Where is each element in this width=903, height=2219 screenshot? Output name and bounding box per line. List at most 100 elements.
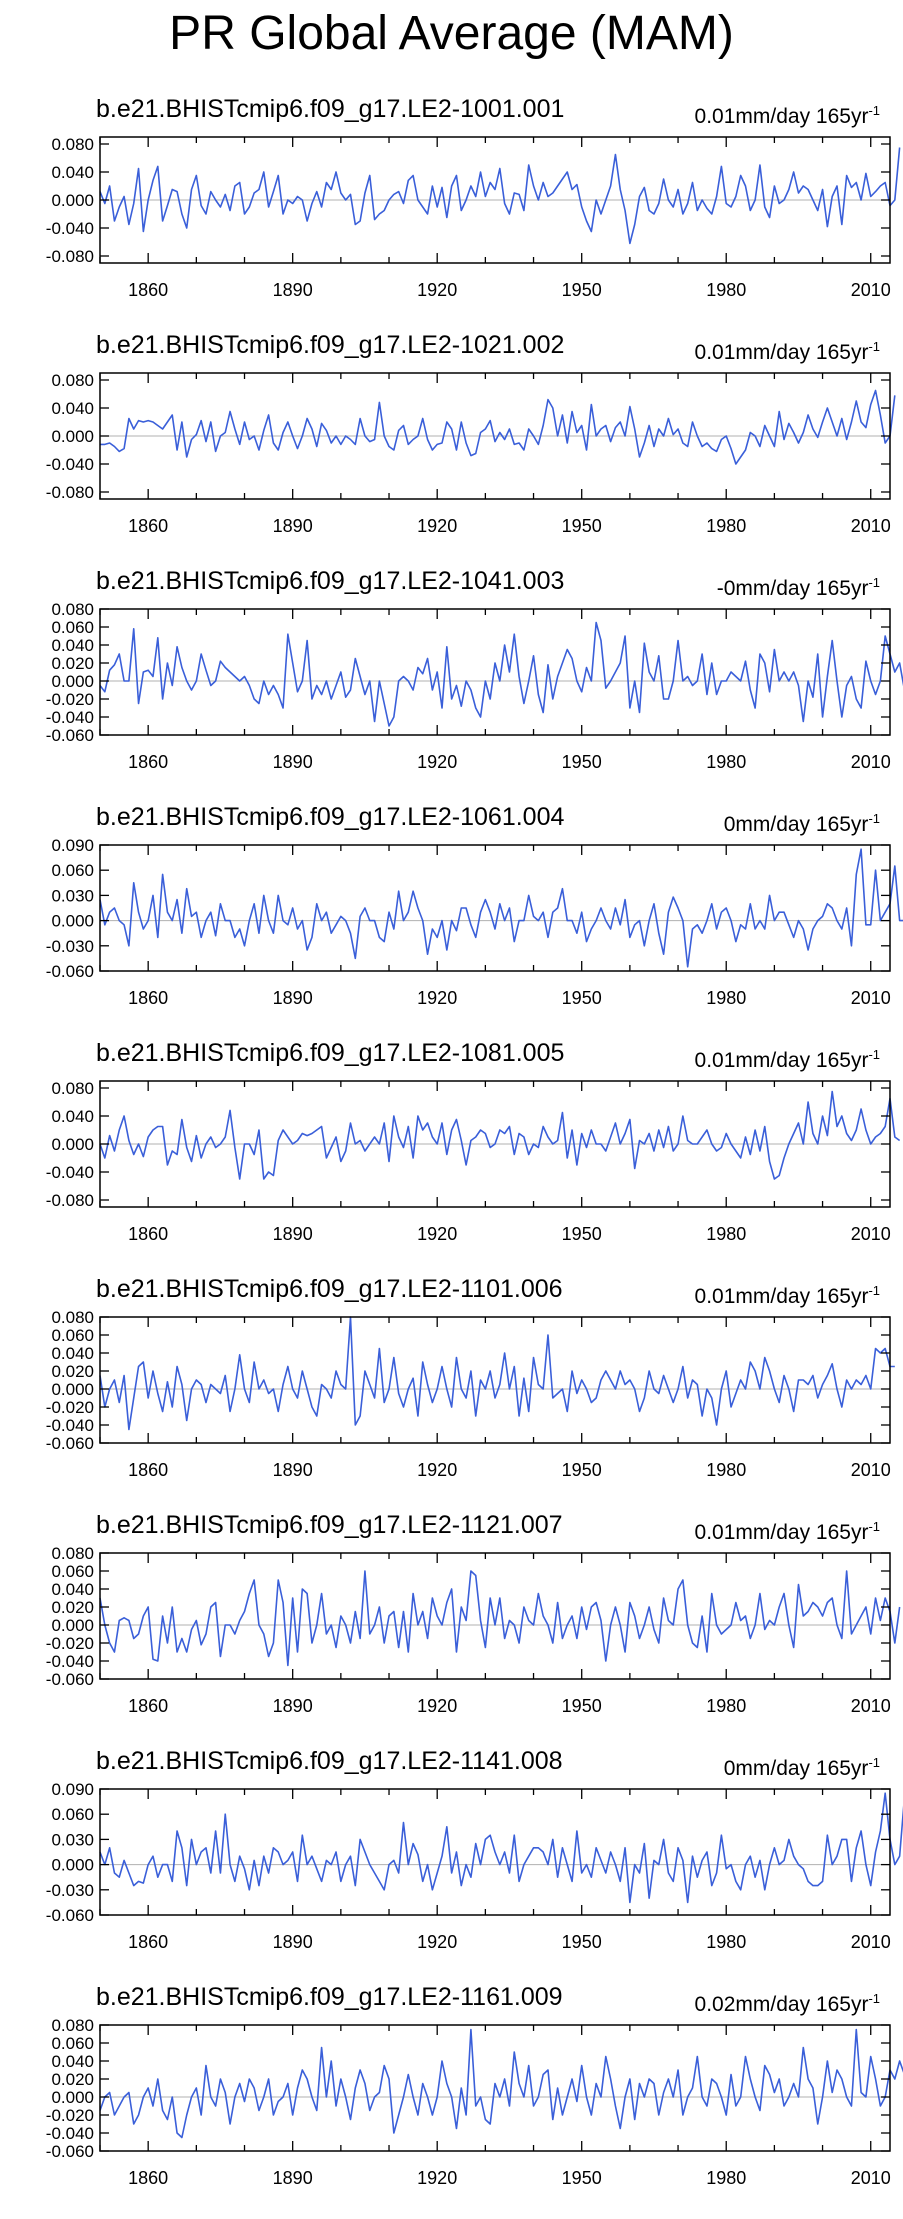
series-line — [99, 621, 903, 727]
y-tick-label: 0.060 — [51, 1805, 94, 1824]
trend-exponent: -1 — [868, 575, 880, 590]
y-tick-label: -0.040 — [46, 1163, 94, 1182]
y-tick-label: 0.040 — [51, 2052, 94, 2071]
series-line — [99, 1792, 903, 1904]
y-tick-label: -0.040 — [46, 219, 94, 238]
y-tick-label: -0.080 — [46, 1191, 94, 1210]
series-line — [99, 2028, 903, 2139]
trend-label: 0.01mm/day 165yr-1 — [694, 103, 880, 128]
y-tick-label: 0.020 — [51, 1598, 94, 1617]
y-tick-label: 0.020 — [51, 654, 94, 673]
x-tick-label: 1860 — [128, 988, 168, 1008]
panel-title: b.e21.BHISTcmip6.f09_g17.LE2-1101.006 — [96, 1275, 563, 1303]
y-tick-label: -0.040 — [46, 1416, 94, 1435]
series-line — [99, 1570, 901, 1667]
line-chart-panel: -0.080 -0.040 0.000 0.040 0.080 1860 1890 1920 1… — [46, 135, 901, 300]
y-tick-label: -0.020 — [46, 1634, 94, 1653]
trend-label: 0.01mm/day 165yr-1 — [694, 339, 880, 364]
x-tick-label: 1860 — [128, 1224, 168, 1244]
x-tick-label: 2010 — [851, 2168, 891, 2188]
x-tick-label: 1920 — [417, 516, 457, 536]
y-tick-label: 0.030 — [51, 1830, 94, 1849]
trend-exponent: -1 — [868, 1755, 880, 1770]
plot-frame — [99, 1788, 891, 1916]
series-line — [99, 1316, 895, 1431]
x-tick-label: 1890 — [273, 988, 313, 1008]
y-tick-label: 0.080 — [51, 1079, 94, 1098]
trend-label: 0mm/day 165yr-1 — [723, 1755, 880, 1780]
y-tick-label: 0.000 — [51, 191, 94, 210]
x-tick-label: 2010 — [851, 516, 891, 536]
x-tick-label: 2010 — [851, 752, 891, 772]
series-line — [99, 1090, 901, 1180]
y-tick-label: 0.080 — [51, 371, 94, 390]
line-chart-panel: -0.060-0.040-0.0200.0000.0200.0400.0600.… — [46, 600, 903, 772]
x-tick-label: 1950 — [562, 1932, 602, 1952]
panel-title: b.e21.BHISTcmip6.f09_g17.LE2-1001.001 — [96, 95, 565, 123]
trend-label: 0.01mm/day 165yr-1 — [694, 1047, 880, 1072]
x-tick-label: 1950 — [562, 1696, 602, 1716]
y-tick-label: -0.040 — [46, 1652, 94, 1671]
x-tick-label: 2010 — [851, 280, 891, 300]
y-tick-label: 0.080 — [51, 135, 94, 154]
y-tick-label: 0.020 — [51, 1362, 94, 1381]
panel-title: b.e21.BHISTcmip6.f09_g17.LE2-1141.008 — [96, 1747, 563, 1775]
x-tick-label: 1860 — [128, 280, 168, 300]
trend-exponent: -1 — [868, 1047, 880, 1062]
y-tick-label: 0.020 — [51, 2070, 94, 2089]
y-tick-label: 0.040 — [51, 636, 94, 655]
x-tick-label: 1860 — [128, 1460, 168, 1480]
plot-frame — [99, 1316, 891, 1444]
x-tick-label: 2010 — [851, 1460, 891, 1480]
y-tick-label: 0.060 — [51, 1562, 94, 1581]
trend-label: 0.01mm/day 165yr-1 — [694, 1519, 880, 1544]
line-chart-panel: -0.060-0.040-0.0200.0000.0200.0400.0600.… — [46, 1308, 895, 1480]
x-tick-label: 1980 — [706, 752, 746, 772]
x-tick-label: 1980 — [706, 280, 746, 300]
x-tick-label: 1950 — [562, 516, 602, 536]
x-tick-label: 1920 — [417, 280, 457, 300]
x-tick-label: 1920 — [417, 2168, 457, 2188]
trend-exponent: -1 — [868, 1519, 880, 1534]
line-chart-panel: -0.060 -0.030 0.000 0.030 0.060 0.090 1860 1890… — [46, 1780, 903, 1952]
x-tick-label: 1890 — [273, 752, 313, 772]
x-tick-label: 1890 — [273, 1696, 313, 1716]
plot-frame — [99, 844, 891, 972]
y-tick-label: 0.040 — [51, 163, 94, 182]
y-tick-label: 0.040 — [51, 399, 94, 418]
x-tick-label: 1980 — [706, 1932, 746, 1952]
y-tick-label: 0.080 — [51, 2016, 94, 2035]
y-tick-label: 0.040 — [51, 1344, 94, 1363]
x-tick-label: 1920 — [417, 752, 457, 772]
x-tick-label: 1860 — [128, 1696, 168, 1716]
series-line — [100, 389, 896, 465]
x-tick-label: 1860 — [128, 516, 168, 536]
y-tick-label: -0.080 — [46, 483, 94, 502]
x-tick-label: 2010 — [851, 1224, 891, 1244]
trend-exponent: -1 — [868, 103, 880, 118]
y-tick-label: -0.060 — [46, 962, 94, 981]
x-tick-label: 1890 — [273, 280, 313, 300]
y-tick-label: -0.020 — [46, 1398, 94, 1417]
x-tick-label: 2010 — [851, 1932, 891, 1952]
x-tick-label: 1980 — [706, 1696, 746, 1716]
y-tick-label: 0.000 — [51, 2088, 94, 2107]
x-tick-label: 1950 — [562, 1224, 602, 1244]
x-tick-label: 1980 — [706, 1224, 746, 1244]
x-tick-label: 1950 — [562, 988, 602, 1008]
x-tick-label: 1890 — [273, 516, 313, 536]
y-tick-label: 0.060 — [51, 2034, 94, 2053]
y-tick-label: -0.060 — [46, 2142, 94, 2161]
trend-label: 0mm/day 165yr-1 — [723, 811, 880, 836]
line-chart-panel: -0.060-0.040-0.0200.0000.0200.0400.0600.… — [46, 1544, 901, 1716]
y-tick-label: 0.060 — [51, 1326, 94, 1345]
y-tick-label: 0.000 — [51, 1135, 94, 1154]
x-tick-label: 1950 — [562, 1460, 602, 1480]
x-tick-label: 1920 — [417, 1932, 457, 1952]
panel-title: b.e21.BHISTcmip6.f09_g17.LE2-1041.003 — [96, 567, 565, 595]
y-tick-label: 0.000 — [51, 672, 94, 691]
y-tick-label: -0.060 — [46, 1906, 94, 1925]
y-tick-label: 0.080 — [51, 1308, 94, 1327]
line-chart-panel: -0.080 -0.040 0.000 0.040 0.080 1860 1890 1920 1… — [46, 371, 896, 536]
